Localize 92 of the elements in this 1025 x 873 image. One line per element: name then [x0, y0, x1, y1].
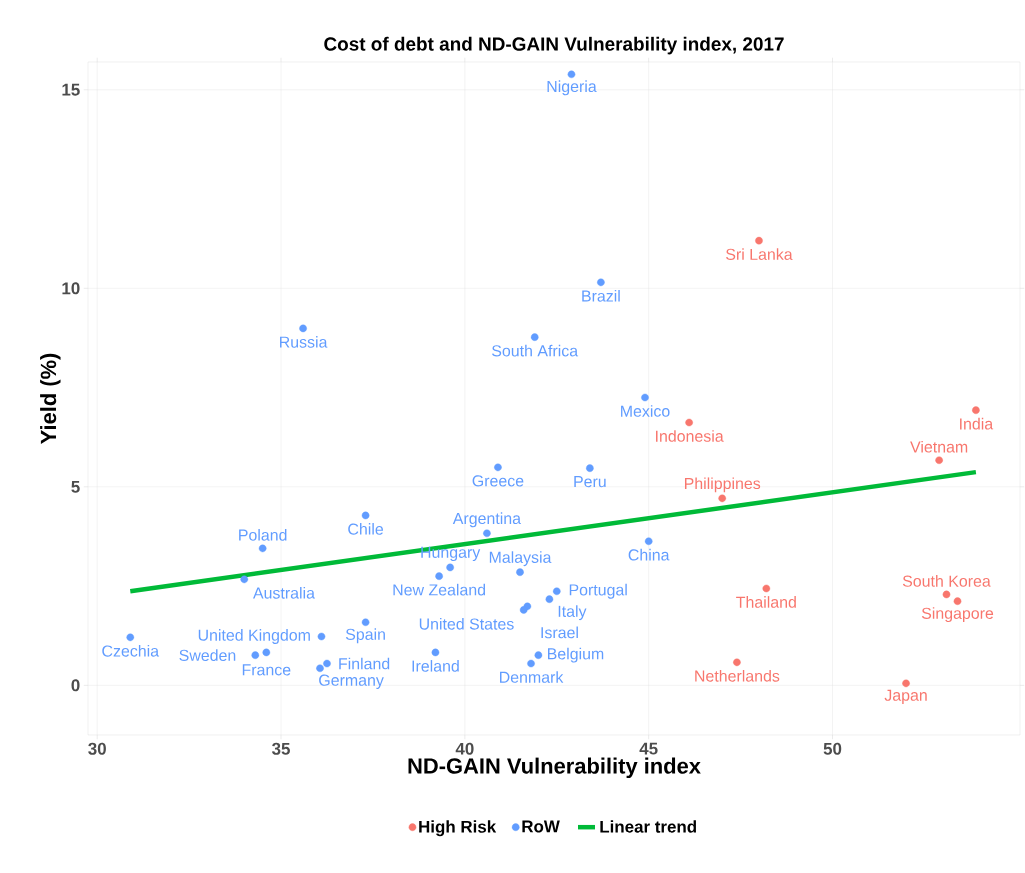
point [534, 651, 543, 659]
point [972, 406, 980, 414]
point [361, 618, 370, 627]
annotation: Germany [319, 674, 384, 689]
point [435, 572, 443, 580]
annotation: New Zealand [393, 583, 486, 596]
x-tick-label: 40 [455, 742, 474, 755]
x-tick-label: 50 [823, 742, 842, 755]
annotation: Indonesia [656, 430, 724, 442]
annotation: Belgium [548, 647, 604, 663]
annotation: Nigeria [547, 80, 597, 96]
annotation: Russia [280, 336, 328, 348]
y-tick-label: 5 [71, 480, 80, 493]
point [262, 648, 271, 657]
chart-title: Cost of debt and ND-GAIN Vulnerability index, 2017 [324, 36, 784, 55]
annotation: Israel [541, 626, 578, 639]
annotation: Italy [558, 605, 587, 621]
point [685, 418, 693, 427]
point [942, 590, 951, 599]
annotation: Argentina [452, 512, 522, 528]
annotation: Peru [574, 476, 606, 488]
annotation: Ireland [412, 660, 459, 672]
point [641, 393, 649, 402]
x-tick-label: 30 [88, 742, 106, 755]
annotation: Australia [252, 586, 315, 599]
annotation: South Africa [492, 344, 579, 357]
point [240, 575, 249, 584]
annotation: Hungary [421, 546, 481, 562]
annotation: Czechia [102, 644, 160, 657]
annotation: Mexico [621, 405, 670, 417]
point [567, 70, 576, 79]
annotation: Thailand [736, 596, 796, 608]
point [953, 597, 962, 605]
annotation: Brazil [582, 290, 620, 302]
annotation: Sri Lanka [726, 248, 793, 261]
point [317, 632, 326, 641]
point [361, 511, 370, 520]
x-axis-title: ND-GAIN Vulnerability index [408, 757, 701, 779]
y-tick-label: 0 [71, 679, 80, 692]
point [483, 529, 491, 538]
annotation: India [960, 417, 994, 430]
annotation: Japan [884, 689, 927, 705]
y-axis-title: Yield (%) [40, 353, 61, 444]
point [935, 456, 943, 465]
legend-label: Linear trend [600, 820, 696, 833]
annotation: United Kingdom [198, 629, 310, 644]
point [552, 587, 561, 596]
point [323, 659, 331, 668]
point [494, 463, 502, 472]
point [516, 568, 524, 576]
legend-label: RoW [522, 820, 560, 833]
y-tick-label: 10 [62, 282, 80, 295]
point [519, 606, 528, 614]
point [597, 278, 605, 287]
point [545, 595, 554, 603]
point [316, 664, 324, 673]
point [755, 236, 763, 245]
point [126, 633, 135, 642]
annotation: Singapore [921, 607, 994, 623]
annotation: Sweden [179, 649, 236, 662]
point [446, 563, 454, 572]
point [530, 333, 539, 341]
point [258, 544, 267, 553]
legend-label: High Risk [419, 820, 497, 837]
point [644, 537, 653, 546]
x-tick-label: 35 [272, 742, 290, 755]
annotation: United States [419, 617, 514, 630]
point [733, 658, 741, 667]
annotation: France [242, 664, 291, 676]
x-tick-label: 45 [639, 742, 658, 755]
annotation: Chile [348, 523, 384, 535]
annotation: Poland [239, 529, 287, 541]
point [251, 651, 260, 659]
annotation: Finland [339, 657, 390, 670]
annotation: South Korea [902, 575, 991, 587]
point [527, 659, 535, 668]
annotation: Spain [345, 628, 385, 644]
point [718, 494, 726, 503]
annotation: Malaysia [489, 551, 552, 567]
point [431, 648, 440, 657]
annotation: Netherlands [695, 669, 780, 682]
annotation: Greece [472, 475, 524, 487]
y-tick-label: 15 [62, 83, 80, 96]
annotation: China [628, 548, 670, 561]
annotation: Philippines [684, 477, 761, 493]
point [586, 464, 594, 472]
annotation: Portugal [569, 583, 627, 599]
annotation: Denmark [500, 671, 564, 683]
annotation: Vietnam [910, 440, 968, 453]
point [762, 584, 771, 593]
point [902, 679, 910, 688]
point [299, 324, 307, 333]
